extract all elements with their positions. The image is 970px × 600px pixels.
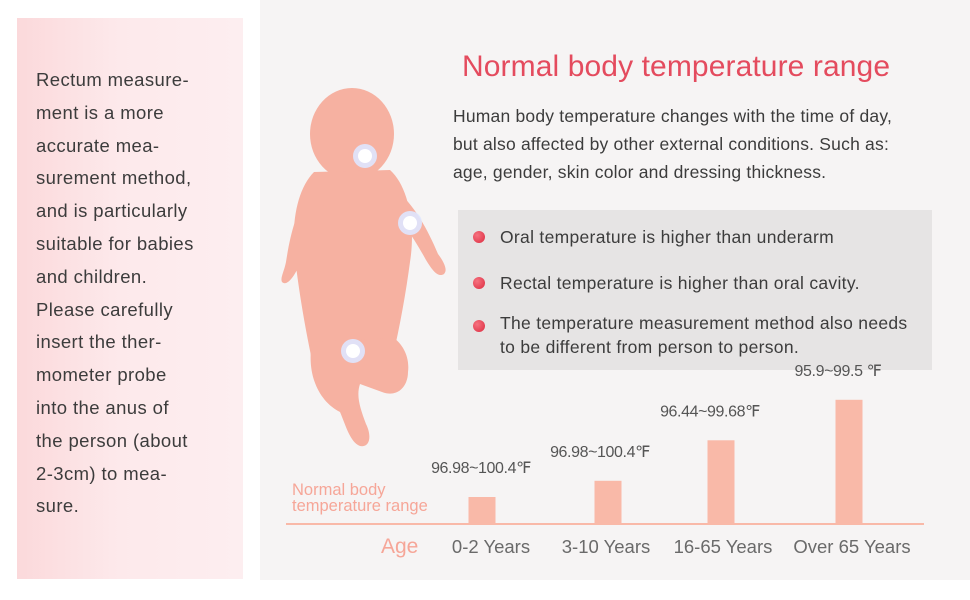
measurement-points — [341, 144, 422, 363]
oral-point — [358, 149, 372, 163]
left-info-panel: Rectum measure- ment is a more accurate … — [17, 18, 243, 579]
page-title: Normal body temperature range — [462, 50, 891, 83]
baby-legs — [310, 338, 409, 447]
info-item-method: The temperature measurement method also … — [500, 313, 908, 357]
temperature-bar-chart: 96.98~100.4℉ 0-2 Years 96.98~100.4℉ 3-10 Ye… — [286, 363, 924, 557]
category-label-2: 3-10 Years — [562, 536, 650, 557]
bullet-dot-1 — [473, 231, 485, 243]
info-item-oral: Oral temperature is higher than underarm — [500, 227, 834, 247]
category-label-4: Over 65 Years — [793, 536, 910, 557]
bar-3 — [707, 440, 735, 524]
baby-torso — [293, 170, 412, 360]
bullet-dot-3 — [473, 320, 485, 332]
baby-head — [310, 88, 394, 180]
baby-left-arm — [281, 192, 324, 284]
rectal-point — [346, 344, 360, 358]
chart-legend-label: Normal body temperature range — [292, 481, 428, 515]
bar-2 — [594, 480, 622, 524]
bar-1 — [468, 497, 496, 524]
category-label-3: 16-65 Years — [674, 536, 773, 557]
info-item-rectal: Rectal temperature is higher than oral c… — [500, 273, 860, 293]
bar-value-label-4: 95.9~99.5 ℉ — [795, 363, 882, 380]
bar-value-label-1: 96.98~100.4℉ — [431, 460, 531, 477]
intro-paragraph: Human body temperature changes with the … — [453, 106, 893, 182]
bullet-dot-2 — [473, 277, 485, 289]
bar-value-label-2: 96.98~100.4℉ — [550, 444, 650, 461]
chart-x-axis-title: Age — [381, 535, 419, 558]
rectal-measurement-text: Rectum measure- ment is a more accurate … — [36, 69, 194, 517]
underarm-point — [403, 216, 417, 230]
bar-value-label-3: 96.44~99.68℉ — [660, 403, 760, 420]
info-box: Oral temperature is higher than underarm… — [458, 210, 932, 370]
category-label-1: 0-2 Years — [452, 536, 530, 557]
baby-illustration — [281, 88, 446, 447]
bar-4 — [835, 399, 863, 524]
